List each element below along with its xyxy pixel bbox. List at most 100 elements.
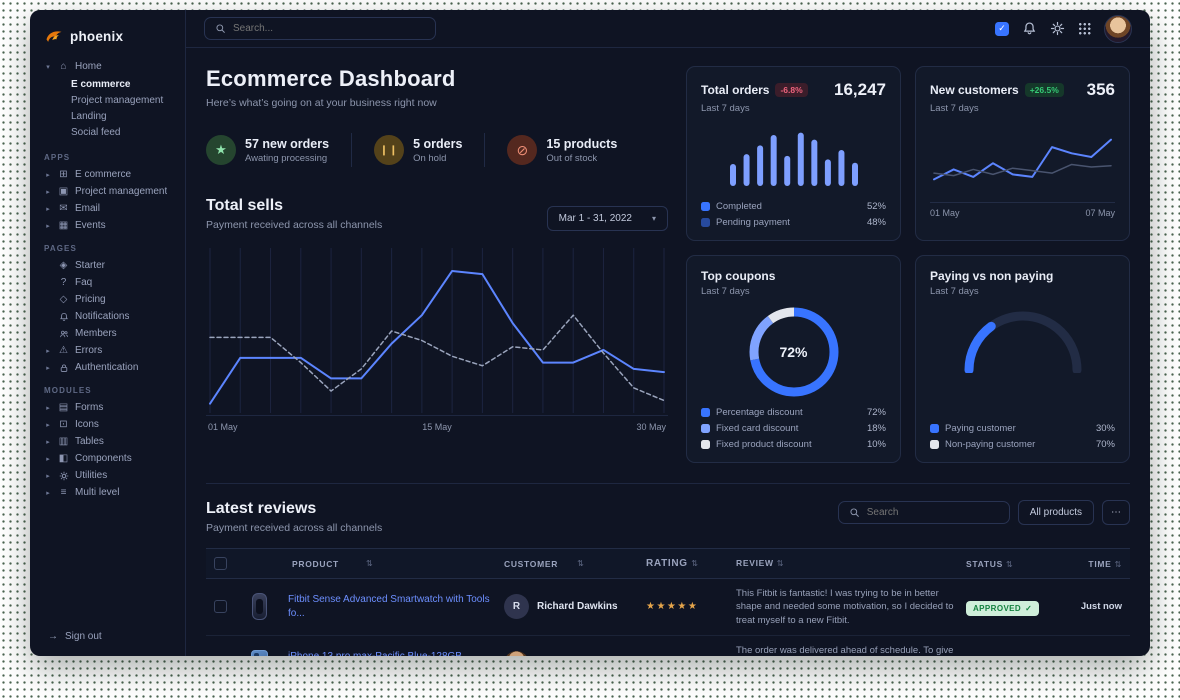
- sidebar-nav: ▾ ⌂ Home E commerce Project management L…: [30, 58, 185, 613]
- table-row[interactable]: Fitbit Sense Advanced Smartwatch with To…: [206, 579, 1130, 636]
- global-search[interactable]: [204, 17, 436, 40]
- apps-grid-icon[interactable]: [1078, 22, 1091, 35]
- legend-item: Paying customer 30%: [930, 423, 1115, 434]
- sidebar-item-label: Events: [75, 220, 106, 231]
- table-icon: ▥: [58, 436, 69, 447]
- sidebar-item-starter[interactable]: ◈ Starter: [40, 257, 175, 274]
- user-avatar[interactable]: [1104, 14, 1132, 43]
- reviews-table: PRODUCT ⇅ CUSTOMER ⇅ RATING ⇅ REVIEW ⇅ S…: [206, 548, 1130, 656]
- legend-label: Non-paying customer: [945, 439, 1036, 450]
- column-header-review[interactable]: REVIEW ⇅: [736, 557, 785, 568]
- stat-value: 5 orders: [413, 136, 463, 151]
- sidebar-item-ecommerce-dashboard[interactable]: E commerce: [71, 78, 131, 90]
- sidebar-item-label: Home: [75, 61, 102, 72]
- search-input[interactable]: [233, 23, 425, 34]
- row-checkbox[interactable]: [214, 600, 227, 614]
- stat-out-of-stock: ⊘ 15 products Out of stock: [484, 133, 639, 167]
- card-title: Top coupons: [701, 269, 776, 283]
- sidebar-item-apps-ecommerce[interactable]: ▸ ⊞ E commerce: [40, 166, 175, 183]
- chevron-right-icon: ▸: [46, 222, 50, 230]
- sidebar-item-faq[interactable]: ? Faq: [40, 274, 175, 291]
- date-range-select[interactable]: Mar 1 - 31, 2022 ▾: [546, 206, 668, 231]
- sidebar-item-pricing[interactable]: ◇ Pricing: [40, 291, 175, 308]
- brand[interactable]: phoenix: [30, 20, 185, 58]
- sidebar-item-label: Pricing: [75, 294, 106, 305]
- sort-icon: ⇅: [776, 558, 785, 568]
- sidebar-section-title: MODULES: [44, 386, 92, 395]
- legend-label: Percentage discount: [716, 407, 803, 418]
- star-icon: ★: [206, 135, 236, 165]
- layers-icon: ≡: [60, 487, 67, 498]
- reviews-search-input[interactable]: [866, 507, 999, 518]
- app-window: phoenix ▾ ⌂ Home E commerce Project mana…: [30, 10, 1150, 656]
- sidebar-item-social-feed[interactable]: Social feed: [71, 126, 121, 138]
- check-square-icon[interactable]: ✓: [995, 21, 1009, 36]
- customer-name: Richard Dawkins: [537, 601, 618, 613]
- sidebar-item-components[interactable]: ▸ ◧ Components: [40, 450, 175, 467]
- reviews-search[interactable]: [837, 501, 1010, 524]
- chevron-right-icon: ▸: [46, 421, 50, 429]
- legend-value: 48%: [866, 217, 886, 228]
- legend-swatch: [701, 408, 710, 417]
- column-header-time[interactable]: TIME ⇅: [1088, 558, 1122, 569]
- avatar: [504, 651, 529, 656]
- legend-value: 10%: [866, 439, 886, 450]
- legend-item: Completed 52%: [701, 201, 886, 212]
- product-link[interactable]: iPhone 13 pro max-Pacific Blue-128GB sto…: [288, 650, 492, 656]
- utilities-icon: [57, 471, 70, 481]
- column-header-status[interactable]: STATUS ⇅: [966, 558, 1014, 569]
- sidebar-item-icons[interactable]: ▸ ⊡ Icons: [40, 416, 175, 433]
- new-customers-x-axis: 01 May 07 May: [930, 202, 1115, 218]
- product-link[interactable]: Fitbit Sense Advanced Smartwatch with To…: [288, 594, 490, 619]
- sidebar-item-multi-level[interactable]: ▸ ≡ Multi level: [40, 484, 175, 501]
- chevron-right-icon: ▸: [46, 205, 50, 213]
- warning-icon: ⚠: [59, 345, 68, 356]
- bell-icon[interactable]: [1022, 21, 1037, 36]
- sidebar-section-title: PAGES: [44, 244, 77, 253]
- sidebar-item-notifications[interactable]: Notifications: [40, 308, 175, 325]
- sidebar-item-home[interactable]: ▾ ⌂ Home: [40, 58, 175, 75]
- reviews-subtitle: Payment received across all channels: [206, 522, 383, 534]
- sidebar-item-apps-email[interactable]: ▸ ✉ Email: [40, 200, 175, 217]
- stats-row: ★ 57 new orders Awating processing ❙❙ 5 …: [206, 133, 668, 167]
- product-image: [242, 590, 276, 624]
- signout-button[interactable]: → Sign out: [30, 623, 185, 646]
- sidebar-item-label: Email: [75, 203, 101, 214]
- gear-icon[interactable]: [1050, 21, 1065, 36]
- chevron-right-icon: ▸: [46, 404, 50, 412]
- card-title: New customers: [930, 83, 1019, 97]
- total-sells-chart: [206, 245, 668, 415]
- sidebar-item-utilities[interactable]: ▸ Utilities: [40, 467, 175, 484]
- sidebar-item-landing[interactable]: Landing: [71, 110, 107, 122]
- sidebar-item-forms[interactable]: ▸ ▤ Forms: [40, 399, 175, 416]
- latest-reviews-section: Latest reviews Payment received across a…: [206, 483, 1130, 656]
- stat-new-orders: ★ 57 new orders Awating processing: [206, 133, 351, 167]
- sidebar-item-label: E commerce: [75, 169, 132, 180]
- question-icon: ?: [60, 277, 67, 288]
- column-header-product[interactable]: PRODUCT ⇅: [292, 558, 374, 569]
- sidebar-item-members[interactable]: Members: [40, 325, 175, 342]
- legend-swatch: [930, 440, 939, 449]
- sidebar-item-apps-project-management[interactable]: ▸ ▣ Project management: [40, 183, 175, 200]
- sort-icon: ⇅: [1006, 559, 1014, 569]
- stat-value: 57 new orders: [245, 136, 330, 151]
- sidebar-item-apps-events[interactable]: ▸ ▦ Events: [40, 217, 175, 234]
- legend-item: Fixed product discount 10%: [701, 439, 886, 450]
- select-all-checkbox[interactable]: [214, 557, 227, 570]
- column-header-customer[interactable]: CUSTOMER ⇅: [504, 558, 585, 569]
- column-header-rating[interactable]: RATING ⇅: [646, 558, 699, 569]
- card-period: Last 7 days: [930, 103, 979, 114]
- legend-swatch: [701, 218, 710, 227]
- sort-icon: ⇅: [1114, 559, 1122, 569]
- table-header: PRODUCT ⇅ CUSTOMER ⇅ RATING ⇅ REVIEW ⇅ S…: [206, 548, 1130, 579]
- sidebar-item-project-management-dashboard[interactable]: Project management: [71, 94, 164, 106]
- sidebar: phoenix ▾ ⌂ Home E commerce Project mana…: [30, 10, 186, 656]
- table-row[interactable]: iPhone 13 pro max-Pacific Blue-128GB sto…: [206, 636, 1130, 656]
- more-options-button[interactable]: ⋯: [1102, 500, 1130, 525]
- sidebar-item-tables[interactable]: ▸ ▥ Tables: [40, 433, 175, 450]
- sidebar-item-errors[interactable]: ▸ ⚠ Errors: [40, 342, 175, 359]
- all-products-button[interactable]: All products: [1017, 500, 1094, 525]
- legend-label: Fixed card discount: [716, 423, 799, 434]
- card-period: Last 7 days: [701, 286, 750, 297]
- sidebar-item-authentication[interactable]: ▸ Authentication: [40, 359, 175, 376]
